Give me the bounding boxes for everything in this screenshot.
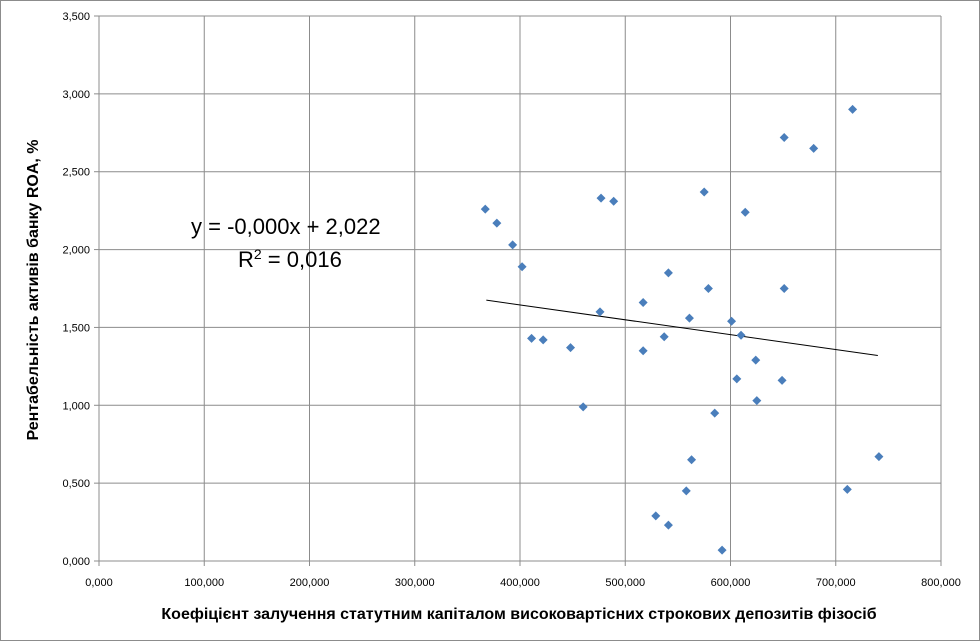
trendline-equation: y = -0,000x + 2,022 <box>191 214 381 239</box>
x-tick-label: 800,000 <box>921 577 961 589</box>
data-point-marker <box>687 455 697 465</box>
data-point-marker <box>699 187 709 197</box>
data-point-marker <box>578 402 588 412</box>
y-tick-label: 0,000 <box>62 556 90 568</box>
data-point-marker <box>492 218 502 228</box>
grid <box>94 15 942 566</box>
data-point-marker <box>684 313 694 323</box>
data-point-marker <box>527 333 537 343</box>
data-point-marker <box>740 207 750 217</box>
data-point-marker <box>609 196 619 206</box>
data-point-marker <box>752 396 762 406</box>
data-point-marker <box>842 484 852 494</box>
data-point-marker <box>508 240 518 250</box>
data-point-marker <box>638 298 648 308</box>
data-point-marker <box>779 132 789 142</box>
y-tick-label: 1,000 <box>62 400 90 412</box>
y-tick-label: 3,000 <box>62 89 90 101</box>
data-point-marker <box>651 511 661 521</box>
data-point-marker <box>751 355 761 365</box>
x-axis-title: Коефіцієнт залучення статутним капіталом… <box>161 606 876 623</box>
y-tick-label: 2,000 <box>62 245 90 257</box>
data-point-marker <box>703 284 713 293</box>
data-point-marker <box>566 343 576 353</box>
r-squared-superscript: 2 <box>254 246 262 262</box>
x-tick-label: 0,000 <box>85 577 113 589</box>
data-point-marker <box>681 486 691 496</box>
x-axis-ticks: 0,000 100,000 200,000 300,000 400,000 500,000… <box>85 577 961 589</box>
x-tick-label: 700,000 <box>816 577 856 589</box>
data-point-marker <box>517 262 527 272</box>
data-point-marker <box>874 452 884 462</box>
y-tick-label: 1,500 <box>62 322 90 334</box>
data-point-marker <box>717 545 727 555</box>
data-point-marker <box>659 332 669 342</box>
x-tick-label: 500,000 <box>605 577 645 589</box>
x-tick-label: 600,000 <box>711 577 751 589</box>
data-point-marker <box>809 143 819 153</box>
y-tick-label: 3,500 <box>62 11 90 23</box>
data-point-marker <box>710 408 720 418</box>
data-point-marker <box>727 316 737 326</box>
data-point-marker <box>595 307 605 317</box>
y-axis-ticks: 0,000 0,500 1,000 1,500 2,000 2,500 3,000 3,500 <box>62 11 90 568</box>
data-point-marker <box>848 104 858 114</box>
data-point-marker <box>638 346 648 356</box>
data-point-marker <box>663 268 673 278</box>
x-tick-label: 300,000 <box>395 577 435 589</box>
data-point-marker <box>732 374 742 384</box>
data-point-marker <box>538 335 548 345</box>
x-tick-label: 400,000 <box>500 577 540 589</box>
data-point-marker <box>779 284 789 293</box>
r-squared-label: R2 = 0,016 <box>238 246 342 272</box>
y-axis-title: Рентабельність активів банку ROA, % <box>25 139 42 440</box>
data-point-marker <box>736 330 746 340</box>
r-squared-value: = 0,016 <box>262 247 342 272</box>
trendline <box>486 299 878 356</box>
y-tick-label: 0,500 <box>62 478 90 490</box>
y-tick-label: 2,500 <box>62 167 90 179</box>
r-squared-prefix: R <box>238 247 254 272</box>
data-points <box>480 104 884 555</box>
x-tick-label: 200,000 <box>290 577 330 589</box>
data-point-marker <box>777 375 787 385</box>
x-tick-label: 100,000 <box>184 577 224 589</box>
data-point-marker <box>480 204 490 214</box>
data-point-marker <box>596 193 606 203</box>
data-point-marker <box>663 520 673 530</box>
